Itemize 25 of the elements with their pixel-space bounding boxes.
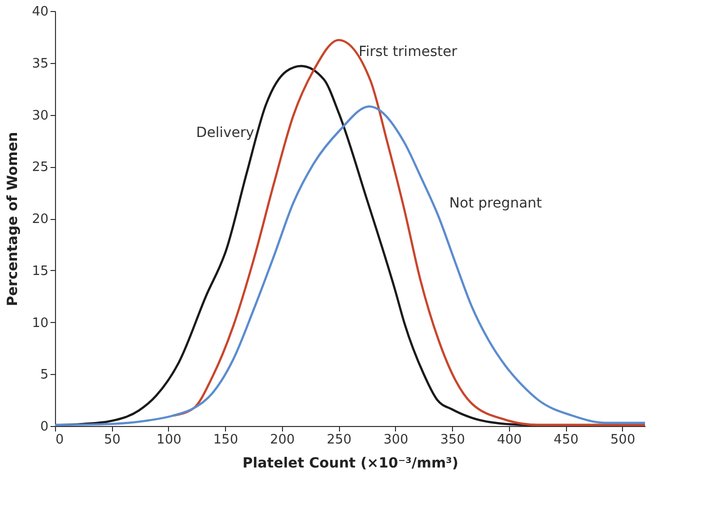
series-label: Delivery — [196, 124, 254, 141]
y-tick-label: 30 — [32, 108, 48, 124]
x-tick-label: 250 — [326, 432, 352, 448]
x-axis-title: Platelet Count (×10⁻³/mm³) — [242, 456, 458, 472]
x-tick-label: 400 — [496, 432, 522, 448]
y-tick-label: 25 — [32, 160, 48, 176]
y-tick-label: 10 — [32, 316, 48, 331]
y-tick-label: 20 — [32, 212, 48, 227]
y-tick-label: 35 — [32, 56, 48, 72]
series-label: First trimester — [358, 44, 458, 60]
x-tick-label: 300 — [383, 432, 408, 448]
y-tick-label: 40 — [32, 4, 48, 20]
y-tick-label: 5 — [40, 368, 48, 383]
x-tick-label: 500 — [610, 432, 636, 448]
x-tick-label: 50 — [104, 432, 121, 448]
series-label: Not pregnant — [449, 195, 542, 212]
x-tick-label: 350 — [440, 432, 466, 448]
y-tick-label: 0 — [40, 420, 48, 434]
y-axis-title: Percentage of Women — [4, 132, 21, 306]
x-tick-label: 0 — [56, 432, 64, 448]
x-tick-label: 200 — [270, 432, 295, 448]
x-tick-label: 450 — [554, 432, 578, 448]
x-tick-label: 100 — [156, 432, 182, 448]
y-tick-label: 15 — [32, 264, 48, 279]
x-tick-label: 150 — [213, 432, 238, 448]
